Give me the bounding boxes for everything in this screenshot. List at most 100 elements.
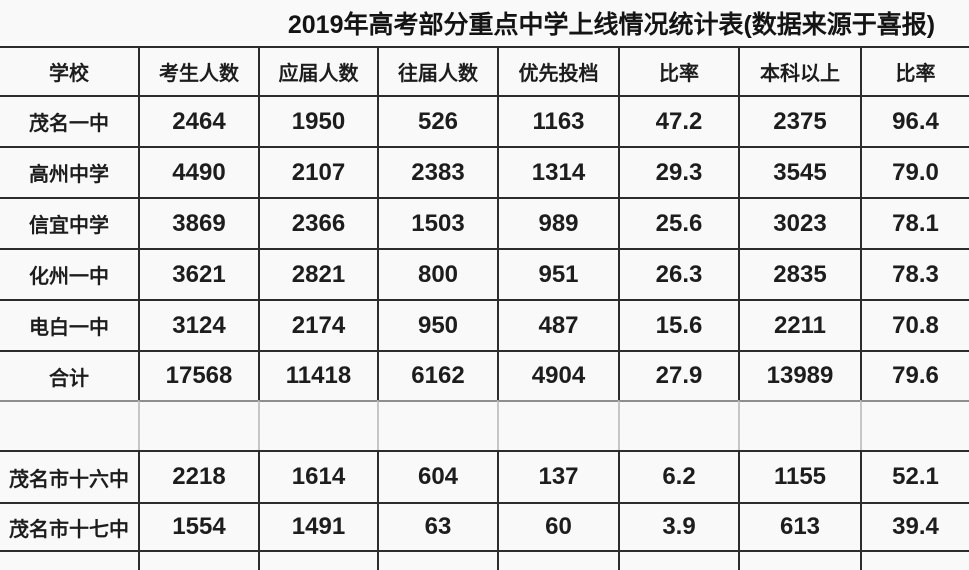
value-cell: 39.4 [860,502,969,550]
column-header-priority-admission: 优先投档 [497,46,618,95]
table-row: 茂名市十六中 2218 1614 604 137 6.2 1155 52.1 [0,450,969,502]
value-cell: 4904 [497,350,618,400]
value-cell: 2107 [258,146,377,197]
value-cell: 1614 [258,450,377,502]
value-cell: 1163 [497,95,618,146]
value-cell: 6162 [377,350,497,400]
value-cell: 1155 [738,450,860,502]
column-header-school: 学校 [0,46,138,95]
value-cell: 2835 [738,248,860,299]
value-cell [618,400,738,450]
school-name-cell: 化州一中 [0,248,138,299]
value-cell: 52.1 [860,450,969,502]
value-cell: 17568 [138,350,258,400]
value-cell: 526 [377,95,497,146]
column-header-bachelor-above: 本科以上 [738,46,860,95]
value-cell: 2821 [258,248,377,299]
value-cell: 3124 [138,299,258,350]
value-cell: 11418 [258,350,377,400]
value-cell: 137 [497,450,618,502]
school-name-cell [0,400,138,450]
table-row: 高州中学 4490 2107 2383 1314 29.3 3545 79.0 [0,146,969,197]
total-row: 合计 17568 11418 6162 4904 27.9 13989 79.6 [0,350,969,400]
value-cell: 1950 [258,95,377,146]
header-row: 学校 考生人数 应届人数 往届人数 优先投档 比率 本科以上 比率 [0,46,969,95]
value-cell: 79.0 [860,146,969,197]
value-cell: 79.6 [860,350,969,400]
value-cell: 2366 [258,197,377,248]
cropped-cell [138,550,258,570]
value-cell [377,400,497,450]
table-header: 学校 考生人数 应届人数 往届人数 优先投档 比率 本科以上 比率 [0,46,969,95]
value-cell: 4490 [138,146,258,197]
value-cell: 2383 [377,146,497,197]
value-cell: 1554 [138,502,258,550]
value-cell [138,400,258,450]
value-cell: 6.2 [618,450,738,502]
school-name-cell: 高州中学 [0,146,138,197]
value-cell: 60 [497,502,618,550]
value-cell: 2174 [258,299,377,350]
value-cell: 15.6 [618,299,738,350]
value-cell: 604 [377,450,497,502]
table-row: 化州一中 3621 2821 800 951 26.3 2835 78.3 [0,248,969,299]
page: 2019年高考部分重点中学上线情况统计表(数据来源于喜报) 学校 考生人数 应届… [0,11,969,570]
value-cell: 13989 [738,350,860,400]
table-row: 电白一中 3124 2174 950 487 15.6 2211 70.8 [0,299,969,350]
value-cell: 989 [497,197,618,248]
value-cell: 3.9 [618,502,738,550]
column-header-ratio-2: 比率 [860,46,969,95]
table-row: 茂名一中 2464 1950 526 1163 47.2 2375 96.4 [0,95,969,146]
column-header-previous-year: 往届人数 [377,46,497,95]
cropped-cell [618,550,738,570]
value-cell: 3545 [738,146,860,197]
table-row: 信宜中学 3869 2366 1503 989 25.6 3023 78.1 [0,197,969,248]
value-cell: 2375 [738,95,860,146]
value-cell: 25.6 [618,197,738,248]
cropped-partial-row [0,550,969,570]
stats-table: 学校 考生人数 应届人数 往届人数 优先投档 比率 本科以上 比率 茂名一中 24… [0,46,969,570]
column-header-ratio-1: 比率 [618,46,738,95]
table-body: 茂名一中 2464 1950 526 1163 47.2 2375 96.4 高州中学 4490 2… [0,95,969,570]
value-cell: 3023 [738,197,860,248]
value-cell: 800 [377,248,497,299]
value-cell: 1491 [258,502,377,550]
column-header-candidates: 考生人数 [138,46,258,95]
school-name-cell: 信宜中学 [0,197,138,248]
value-cell [738,400,860,450]
value-cell: 950 [377,299,497,350]
column-header-current-year: 应届人数 [258,46,377,95]
value-cell [497,400,618,450]
cropped-cell [377,550,497,570]
value-cell: 3621 [138,248,258,299]
value-cell: 47.2 [618,95,738,146]
value-cell: 26.3 [618,248,738,299]
table-title: 2019年高考部分重点中学上线情况统计表(数据来源于喜报) [287,11,936,39]
value-cell: 2211 [738,299,860,350]
value-cell: 63 [377,502,497,550]
value-cell: 78.1 [860,197,969,248]
cropped-cell [738,550,860,570]
school-name-cell: 茂名市十六中 [0,450,138,502]
value-cell: 2218 [138,450,258,502]
cropped-cell [0,550,138,570]
value-cell: 1503 [377,197,497,248]
value-cell: 96.4 [860,95,969,146]
school-name-cell: 电白一中 [0,299,138,350]
separator-row [0,400,969,450]
value-cell: 951 [497,248,618,299]
cropped-cell [258,550,377,570]
value-cell: 78.3 [860,248,969,299]
value-cell: 1314 [497,146,618,197]
value-cell [860,400,969,450]
value-cell: 27.9 [618,350,738,400]
school-name-cell: 合计 [0,350,138,400]
school-name-cell: 茂名市十七中 [0,502,138,550]
cropped-cell [860,550,969,570]
value-cell [258,400,377,450]
value-cell: 3869 [138,197,258,248]
value-cell: 487 [497,299,618,350]
school-name-cell: 茂名一中 [0,95,138,146]
value-cell: 613 [738,502,860,550]
value-cell: 70.8 [860,299,969,350]
